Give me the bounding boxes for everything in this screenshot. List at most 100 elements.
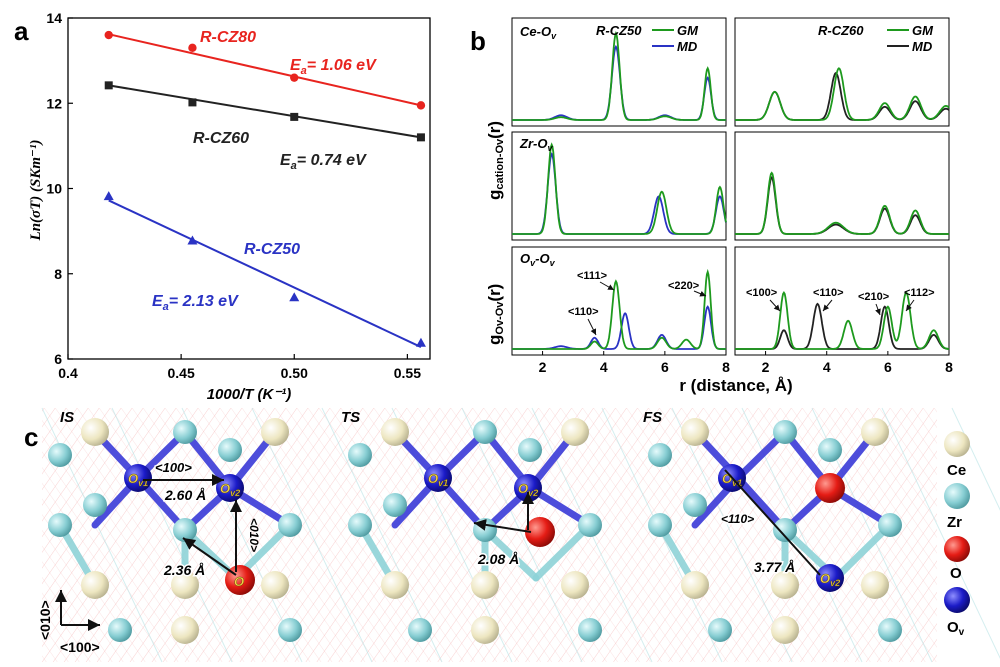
o-atom [773, 420, 797, 444]
lattice-line [251, 407, 373, 663]
ce-atom [771, 571, 799, 599]
axis-label-100: <100> [60, 639, 100, 655]
x-tick-label: 0.4 [58, 365, 78, 381]
crystal-axis-indicator: <010> <100> [37, 590, 100, 655]
o-atom [83, 493, 107, 517]
ea-label-rcz60: Ea= 0.74 eV [280, 152, 367, 172]
fs-dist: 3.77 Å [754, 559, 795, 575]
rdf-curve-md [512, 305, 726, 350]
legend-ov-ball [944, 587, 970, 613]
x-tick-label: 2 [762, 359, 770, 375]
ea-symbol: E [290, 57, 302, 74]
is-dir1-halo: <100> [155, 460, 192, 475]
peak-arrow [587, 318, 597, 336]
is-arrow-diag [182, 537, 237, 576]
svg-text:gOv-Ov(r): gOv-Ov(r) [485, 284, 506, 345]
o-atom [878, 513, 902, 537]
o-atom [348, 443, 372, 467]
data-point [104, 30, 113, 40]
legend-ov-text: O [947, 619, 959, 636]
row-label-ce-ov: Ce-Ov [520, 24, 557, 41]
gr-symbol: g [485, 335, 504, 345]
site-label-ov1-is-sub: v1 [138, 478, 148, 488]
is-dist1-halo: 2.60 Å [164, 487, 206, 503]
ea-symbol: E [152, 293, 164, 310]
peak-arrow [599, 281, 615, 291]
is-annotations: <100> <100> 2.60 Å 2.60 Å <010> 2.36 Å 2… [143, 459, 261, 580]
peak-arrow [822, 299, 833, 312]
peak-label: <110> [568, 306, 599, 318]
row-label-tail: -O [535, 251, 549, 266]
ce-atom [261, 418, 289, 446]
gr-symbol: g [485, 190, 504, 200]
ce-atom [81, 571, 109, 599]
ts-dist: 2.08 Å [477, 551, 519, 567]
o-atom [278, 513, 302, 537]
ea-sub: a [163, 301, 169, 313]
ce-atom [171, 571, 199, 599]
row-label-text: O [520, 251, 530, 266]
y-tick-label: 8 [54, 266, 62, 282]
panel-b-ylabel-bottom: gOv-Ov(r) [485, 284, 506, 345]
svg-text:Zr-Ov: Zr-Ov [519, 136, 553, 153]
site-label-ov2-ts-sub: v2 [528, 488, 538, 498]
legend-label-gm: GM [912, 23, 934, 38]
ce-atom [771, 616, 799, 644]
panel-b-xlabel: r (distance, Å) [679, 376, 792, 395]
peak-arrow [905, 299, 915, 312]
ts-dist-halo: 2.08 Å [477, 551, 519, 567]
panel-label-c: c [24, 422, 38, 452]
fs-dir: <110> [721, 512, 754, 526]
subplot-frame [511, 17, 727, 127]
site-label-o-is: O [234, 574, 244, 589]
y-tick-label: 12 [46, 95, 62, 111]
x-tick-label: 2 [539, 359, 547, 375]
site-label-ov2-fs-main: O [820, 571, 830, 586]
site-label-ov1-is-main: O [128, 471, 138, 486]
svg-text:gcation-Ov(r): gcation-Ov(r) [485, 121, 506, 200]
row-label-sub: v [551, 31, 557, 41]
panel-label-b: b [470, 26, 486, 56]
atom-legend: Ce Zr O Ov [944, 431, 970, 638]
fit-line-r-cz50 [108, 199, 422, 348]
ov1-atom [424, 464, 452, 492]
ce-atom [471, 616, 499, 644]
legend-label-gm: GM [677, 23, 699, 38]
fs-line-110 [724, 469, 821, 576]
ov1-atom [124, 464, 152, 492]
svg-text:Ov-Ov: Ov-Ov [520, 251, 556, 268]
peak-label: <112> [904, 287, 935, 299]
peak-label: <111> [577, 270, 607, 282]
peak-label: <220> [668, 280, 699, 292]
data-point [416, 133, 425, 142]
peak-annotations-right: <100> <110> <210> <112> [746, 287, 935, 316]
zr-atom [525, 517, 555, 547]
site-label-ov1-ts-sub: v1 [438, 478, 448, 488]
bond [832, 521, 894, 582]
subplot-frame [734, 246, 950, 356]
panel-c-structures: Ov1Ov2OOv1Ov2Ov1Ov2 [41, 407, 1000, 663]
o-atom [648, 443, 672, 467]
gr-subscript: Ov-Ov [494, 301, 506, 335]
legend-ce-label: Ce [947, 462, 966, 479]
data-point [290, 112, 299, 121]
fs-dir-halo: <110> [721, 512, 754, 526]
row-label-sub: v [547, 143, 553, 153]
gr-subscript: cation-Ov [494, 138, 506, 190]
rdf-curve-gm [512, 268, 726, 350]
o-atom [683, 493, 707, 517]
ce-atom [561, 571, 589, 599]
o-atom [48, 513, 72, 537]
ce-atom [81, 418, 109, 446]
o-atom [383, 493, 407, 517]
row-label-ov-ov: Ov-Ov [520, 251, 556, 268]
ce-atom [381, 418, 409, 446]
y-tick-label: 14 [46, 10, 62, 26]
o-atom [278, 618, 302, 642]
site-label-ov2-fs-sub: v2 [830, 578, 840, 588]
ts-arrow-left [473, 518, 532, 533]
x-tick-label: 4 [600, 359, 608, 375]
data-point [187, 235, 198, 245]
lattice-line [951, 407, 1000, 511]
row-label-sub: v [530, 258, 536, 268]
